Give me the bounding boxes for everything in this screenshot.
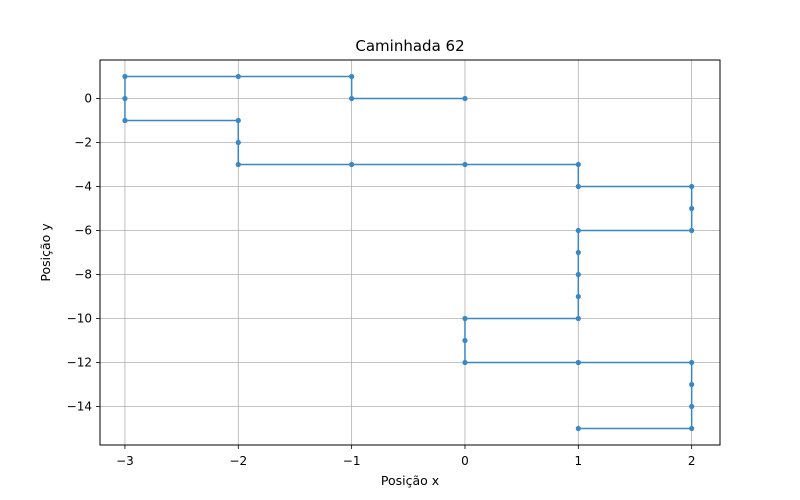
y-tick-label: −2	[74, 136, 92, 150]
walk-point	[122, 117, 128, 124]
walk-point	[575, 183, 581, 190]
x-tick-label: −1	[343, 454, 361, 468]
y-tick-label: −6	[74, 224, 92, 238]
y-tick-label: −4	[74, 180, 92, 194]
grid-lines	[100, 60, 720, 445]
y-tick-label: −8	[74, 268, 92, 282]
walk-point	[462, 161, 468, 168]
x-tick-label: 2	[688, 454, 696, 468]
walk-point	[349, 73, 355, 80]
walk-point	[689, 425, 695, 432]
x-tick-label: 0	[461, 454, 469, 468]
walk-point	[689, 227, 695, 234]
y-tick-label: −10	[67, 312, 92, 326]
walk-point	[689, 381, 695, 388]
walk-point	[122, 95, 128, 102]
plot-frame	[99, 59, 721, 446]
walk-point	[462, 359, 468, 366]
y-tick-label: −14	[67, 400, 92, 414]
series-layer	[122, 73, 695, 432]
walk-point	[575, 161, 581, 168]
walk-point	[235, 117, 241, 124]
walk-point	[235, 161, 241, 168]
walk-point	[575, 425, 581, 432]
walk-point	[235, 73, 241, 80]
y-tick-label: −12	[67, 356, 92, 370]
walk-point	[122, 73, 128, 80]
y-axis-label: Posição y	[38, 223, 53, 282]
x-tick-label: 1	[574, 454, 582, 468]
y-tick-label: 0	[84, 92, 92, 106]
walk-point	[235, 139, 241, 146]
walk-point	[349, 161, 355, 168]
walk-point	[689, 205, 695, 212]
chart-title: Caminhada 62	[355, 37, 464, 55]
walk-path-line	[124, 75, 693, 430]
walk-point	[689, 359, 695, 366]
x-tick-label: −2	[229, 454, 247, 468]
x-axis-label: Posição x	[381, 473, 439, 488]
walk-point	[575, 249, 581, 256]
walk-point	[575, 271, 581, 278]
walk-point	[575, 227, 581, 234]
walk-point	[689, 183, 695, 190]
walk-point	[575, 293, 581, 300]
walk-point	[462, 95, 468, 102]
walk-point	[575, 315, 581, 322]
walk-point	[462, 337, 468, 344]
walk-point	[689, 403, 695, 410]
walk-point	[349, 95, 355, 102]
x-tick-label: −3	[116, 454, 134, 468]
axis-ticks: −3 −2 −1 0 1 20−2−4−6−8−10−12−14	[67, 92, 696, 469]
walk-point	[575, 359, 581, 366]
walk-point	[462, 315, 468, 322]
